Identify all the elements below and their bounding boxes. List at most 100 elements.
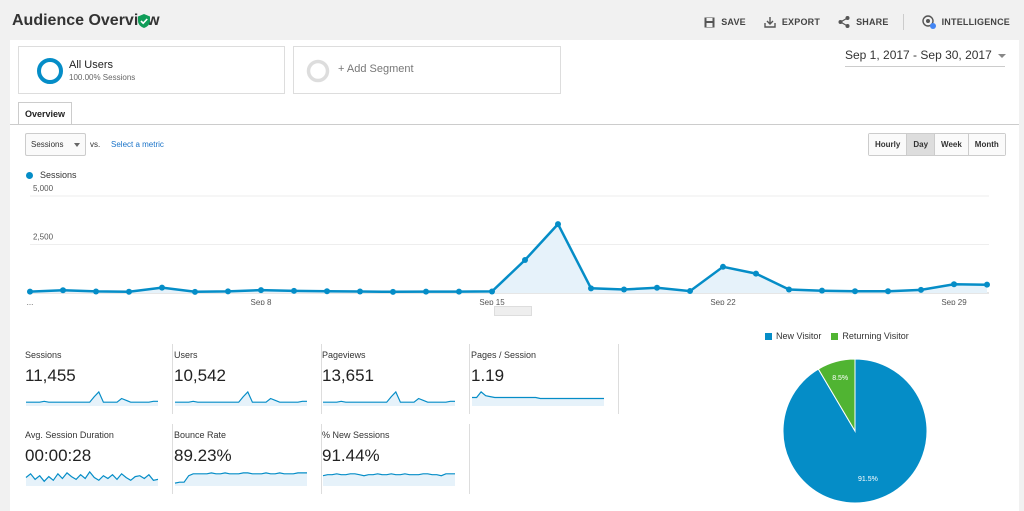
sparkline-area (175, 472, 307, 486)
sessions-point[interactable] (27, 288, 33, 295)
sessions-point[interactable] (654, 284, 660, 291)
sessions-point[interactable] (324, 288, 330, 295)
sessions-point[interactable] (258, 287, 264, 294)
sessions-point[interactable] (192, 288, 198, 295)
sessions-point[interactable] (423, 288, 429, 295)
sessions-point[interactable] (984, 281, 990, 288)
save-button[interactable]: SAVE (704, 17, 746, 28)
sessions-point[interactable] (588, 285, 594, 292)
sessions-point[interactable] (126, 288, 132, 295)
select-metric-link[interactable]: Select a metric (111, 140, 164, 149)
granularity-day-button[interactable]: Day (906, 134, 935, 155)
sessions-point[interactable] (951, 281, 957, 288)
metric-value: 00:00:28 (25, 446, 92, 465)
sessions-point[interactable] (60, 287, 66, 294)
segment-subtitle: 100.00% Sessions (69, 73, 136, 82)
sessions-point[interactable] (357, 288, 363, 295)
sessions-line-chart: 5,000 2,500... Sep 8 Sep 15 Sep 22 Sep 29 (27, 184, 990, 305)
metric-value: 11,455 (25, 366, 76, 385)
metric-tile[interactable]: Sessions 11,455 (25, 344, 173, 414)
add-segment-label: + Add Segment (338, 63, 414, 75)
sessions-point[interactable] (819, 287, 825, 294)
date-range-selector[interactable]: Sep 1, 2017 - Sep 30, 2017 (845, 48, 1006, 62)
x-tick-label: Sep 8 (251, 298, 272, 305)
export-button[interactable]: EXPORT (764, 16, 820, 28)
sessions-point[interactable] (390, 288, 396, 295)
save-label: SAVE (721, 17, 746, 27)
pie-slice-returning-visitor[interactable] (817, 358, 856, 433)
export-icon (764, 16, 776, 28)
granularity-month-button[interactable]: Month (967, 134, 1005, 155)
segment-all-users[interactable]: All Users 100.00% Sessions (18, 46, 285, 94)
date-range-underline (845, 66, 1005, 67)
chart-resize-handle[interactable] (494, 306, 532, 316)
sessions-point[interactable] (720, 263, 726, 270)
metric-tile[interactable]: Pageviews 13,651 (322, 344, 470, 414)
legend-label: Returning Visitor (842, 331, 909, 341)
sessions-point[interactable] (522, 257, 528, 264)
sessions-point[interactable] (852, 288, 858, 295)
metric-label: Avg. Session Duration (25, 430, 114, 440)
y-tick-label: 5,000 (33, 184, 54, 193)
save-icon (704, 17, 715, 27)
add-segment-button[interactable]: + Add Segment (293, 46, 561, 94)
sessions-point[interactable] (786, 286, 792, 293)
metric-sparkline (322, 473, 455, 486)
intelligence-icon (921, 15, 936, 29)
legend-swatch (765, 332, 772, 340)
sessions-legend-dot (26, 171, 33, 179)
metric-label: Pageviews (322, 350, 366, 360)
sessions-point[interactable] (555, 221, 561, 228)
sparkline-line (174, 472, 307, 484)
sessions-point[interactable] (687, 288, 693, 295)
sessions-point[interactable] (456, 288, 462, 295)
metric-dropdown-value: Sessions (31, 140, 64, 149)
sessions-point[interactable] (753, 270, 759, 277)
granularity-hourly-button[interactable]: Hourly (869, 134, 907, 155)
x-tick-label: Sep 22 (710, 298, 736, 305)
sessions-point[interactable] (918, 286, 924, 293)
metric-tile[interactable]: % New Sessions 91.44% (322, 424, 470, 494)
legend-swatch (831, 332, 839, 340)
tab-overview[interactable]: Overview (18, 102, 72, 125)
sessions-point[interactable] (159, 284, 165, 291)
sessions-point[interactable] (93, 288, 99, 295)
sparkline-area (472, 391, 604, 406)
tab-divider (10, 124, 1019, 125)
metric-value: 13,651 (322, 366, 374, 385)
legend-returning-visitor: Returning Visitor (831, 331, 909, 341)
sparkline-line (323, 390, 455, 403)
metric-sparkline (26, 390, 158, 406)
sessions-point[interactable] (621, 286, 627, 293)
sessions-point[interactable] (291, 287, 297, 294)
granularity-toggle: Hourly Day Week Month (868, 133, 1006, 156)
metric-dropdown[interactable]: Sessions (25, 133, 86, 156)
pie-legend: New Visitor Returning Visitor (765, 331, 919, 341)
verified-shield-icon (138, 14, 150, 28)
sparkline-line (322, 473, 455, 477)
metric-tile[interactable]: Bounce Rate 89.23% (174, 424, 322, 494)
chevron-down-icon (74, 143, 80, 147)
metric-tile[interactable]: Avg. Session Duration 00:00:28 (25, 424, 173, 494)
metric-sparkline (25, 470, 159, 486)
metric-value: 1.19 (471, 366, 505, 385)
sessions-line (29, 221, 988, 294)
share-label: SHARE (856, 17, 889, 27)
chevron-down-icon (997, 53, 1006, 58)
metric-tile[interactable]: Pages / Session 1.19 (471, 344, 619, 414)
x-tick-label: Sep 29 (941, 298, 967, 305)
share-button[interactable]: SHARE (838, 16, 889, 28)
sessions-point[interactable] (489, 288, 495, 295)
metric-tile[interactable]: Users 10,542 (174, 344, 322, 414)
legend-new-visitor: New Visitor (765, 331, 821, 341)
x-tick-label: ... (27, 298, 34, 305)
intelligence-button[interactable]: INTELLIGENCE (921, 15, 1010, 29)
metric-sparkline (472, 391, 604, 406)
sessions-point[interactable] (225, 288, 231, 295)
granularity-week-button[interactable]: Week (934, 134, 968, 155)
metric-value: 10,542 (174, 366, 226, 385)
segment-ring-icon (37, 58, 63, 84)
sessions-point[interactable] (885, 288, 891, 295)
vs-label: vs. (90, 140, 101, 149)
page-title: Audience Overview (12, 12, 160, 29)
